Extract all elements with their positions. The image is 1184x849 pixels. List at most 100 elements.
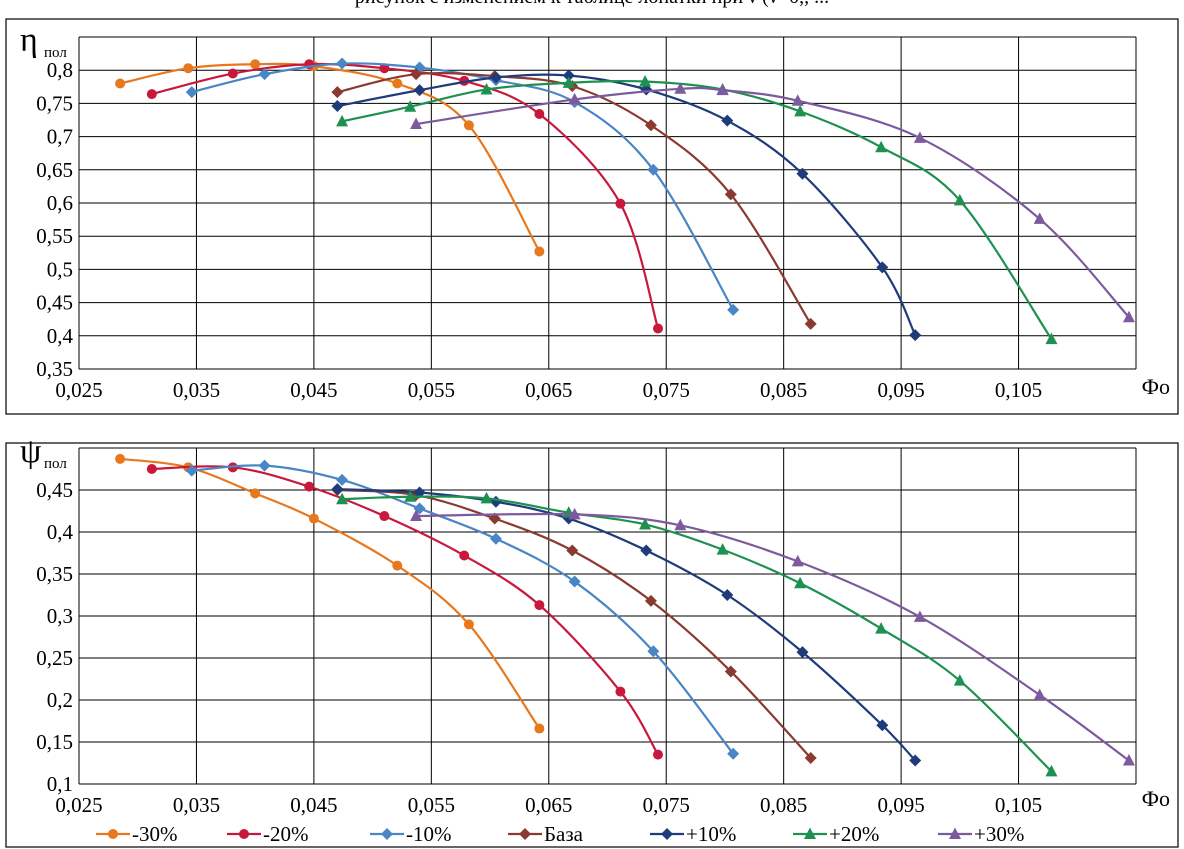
data-point <box>796 646 809 659</box>
x-tick-label: 0,055 <box>408 793 455 817</box>
data-point <box>463 619 474 630</box>
legend-item: База <box>508 822 584 846</box>
y-tick-label: 0,2 <box>47 688 73 712</box>
y-tick-label: 0,6 <box>47 191 73 215</box>
data-point <box>804 751 817 764</box>
y-axis-label-subscript: пол <box>44 456 67 472</box>
x-axis-label: Фо <box>1142 374 1170 399</box>
x-tick-label: 0,085 <box>760 793 807 817</box>
data-point <box>1122 753 1135 766</box>
series-2 <box>185 459 740 760</box>
data-point <box>480 491 493 504</box>
y-tick-label: 0,3 <box>47 604 73 628</box>
data-point <box>721 114 734 127</box>
data-point <box>875 140 888 153</box>
data-point <box>1033 212 1046 224</box>
data-point <box>489 532 502 545</box>
data-point <box>459 550 470 561</box>
x-tick-label: 0,105 <box>995 793 1042 817</box>
x-tick-label: 0,025 <box>55 378 102 402</box>
data-point <box>647 163 660 176</box>
data-point <box>227 68 238 79</box>
data-point <box>336 57 349 70</box>
data-point <box>404 100 417 112</box>
data-point <box>115 78 126 89</box>
legend-item: -10% <box>370 822 452 846</box>
legend-label: +30% <box>974 822 1024 846</box>
data-point <box>336 114 349 127</box>
chart-frame <box>5 442 1179 848</box>
data-point <box>727 303 740 316</box>
y-tick-label: 0,65 <box>36 158 73 182</box>
y-axis-label: ψ пол <box>20 433 67 472</box>
data-point <box>115 453 126 464</box>
chart-panel-1: 0,35 0,4 0,45 0,5 0,55 0,6 0,65 0,7 0,75 0,8 0,025… <box>5 18 1179 415</box>
data-point <box>568 575 581 588</box>
series-4 <box>331 483 922 767</box>
legend-marker <box>108 829 118 839</box>
data-point <box>410 68 423 81</box>
y-tick-label: 0,4 <box>47 324 74 348</box>
data-point <box>615 686 626 697</box>
data-point <box>258 459 271 472</box>
data-point <box>644 119 657 132</box>
legend-item: -30% <box>96 822 178 846</box>
data-point <box>727 747 740 760</box>
y-tick-label: 0,15 <box>36 730 73 754</box>
data-point <box>794 104 807 117</box>
data-point <box>721 589 734 601</box>
legend-marker <box>804 827 816 839</box>
data-point <box>463 120 474 131</box>
y-tick-label: 0,45 <box>36 478 73 502</box>
data-point <box>534 246 545 257</box>
data-point <box>716 543 729 555</box>
data-point <box>534 723 545 734</box>
data-point <box>562 76 575 88</box>
data-point <box>794 576 807 589</box>
x-tick-label: 0,025 <box>55 793 102 817</box>
data-point <box>392 78 403 89</box>
legend-label: -30% <box>132 822 178 846</box>
data-point <box>644 594 657 607</box>
data-point <box>953 193 966 206</box>
data-point <box>1045 332 1058 345</box>
y-axis-label: η пол <box>20 22 67 61</box>
data-point <box>716 83 729 96</box>
data-point <box>410 117 423 129</box>
x-tick-label: 0,035 <box>173 793 220 817</box>
data-point <box>615 198 626 209</box>
x-tick-label: 0,035 <box>173 378 220 402</box>
data-point <box>909 329 922 342</box>
data-point <box>336 492 349 505</box>
data-point <box>804 317 817 330</box>
series-6 <box>410 507 1135 766</box>
y-tick-label: 0,55 <box>36 224 73 248</box>
legend-marker <box>239 829 249 839</box>
series-6 <box>410 82 1135 323</box>
y-axis-label-symbol: ψ <box>20 433 41 470</box>
y-tick-label: 0,25 <box>36 646 73 670</box>
data-point <box>410 509 423 522</box>
data-point <box>534 109 545 120</box>
legend-item: -20% <box>227 822 309 846</box>
data-point <box>876 719 889 732</box>
data-point <box>674 82 687 94</box>
legend-label: +20% <box>829 822 879 846</box>
data-point <box>304 481 315 492</box>
chart-frame <box>5 18 1179 415</box>
data-point <box>876 261 889 274</box>
series-line <box>151 465 659 756</box>
data-point <box>724 665 737 678</box>
data-point <box>913 131 926 143</box>
x-tick-label: 0,055 <box>408 378 455 402</box>
series-5 <box>336 490 1058 777</box>
legend: -30% -20% -10% База +10% +20% +30% <box>96 822 1024 846</box>
data-point <box>331 483 344 496</box>
x-tick-label: 0,045 <box>290 378 337 402</box>
x-tick-label: 0,075 <box>643 793 690 817</box>
data-point <box>146 464 157 474</box>
data-point <box>331 86 344 99</box>
data-point <box>568 92 581 105</box>
data-point <box>489 71 502 84</box>
y-tick-label: 0,1 <box>47 772 73 796</box>
